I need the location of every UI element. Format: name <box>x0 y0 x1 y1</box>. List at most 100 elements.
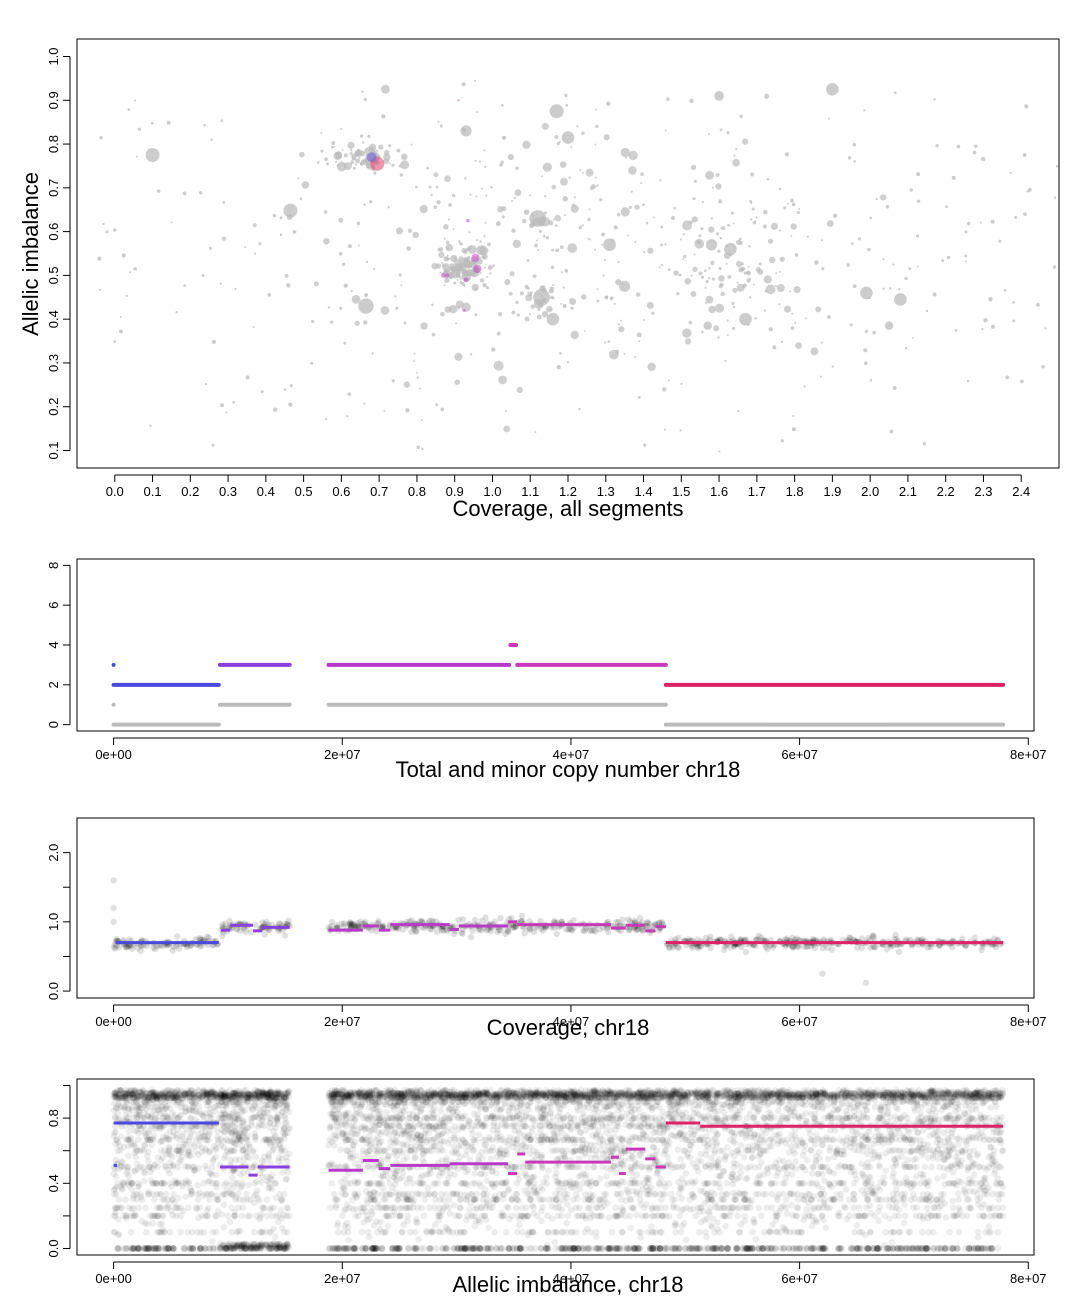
data-point <box>724 359 727 363</box>
baf-point <box>153 1204 161 1212</box>
data-point <box>511 228 516 233</box>
data-point <box>732 222 735 225</box>
y-tick-label: 0 <box>46 721 61 728</box>
baf-point <box>144 1112 151 1119</box>
coverage-point <box>137 947 144 955</box>
coverage-point <box>349 921 356 928</box>
data-point <box>324 417 328 421</box>
data-point <box>803 385 806 388</box>
data-point <box>713 325 720 332</box>
data-point <box>234 287 237 290</box>
data-point <box>219 403 224 408</box>
baf-point <box>205 1091 213 1098</box>
data-point <box>412 231 419 239</box>
data-point <box>320 131 323 135</box>
baf-point <box>149 1165 157 1172</box>
baf-point <box>150 1092 158 1100</box>
coverage-point <box>526 918 533 925</box>
coverage-point <box>226 917 233 925</box>
baf-point <box>149 1212 157 1220</box>
coverage-point <box>347 919 355 926</box>
data-point <box>467 255 471 260</box>
baf-point <box>116 1087 124 1094</box>
baf-point <box>143 1153 151 1160</box>
baf-point <box>131 1127 138 1134</box>
coverage-point <box>658 920 665 927</box>
baf-point <box>203 1207 211 1214</box>
baf-point <box>132 1098 140 1106</box>
data-point <box>534 431 537 434</box>
baf-point <box>133 1089 140 1096</box>
baf-point <box>191 1163 198 1171</box>
baf-point <box>166 1159 174 1166</box>
data-point <box>118 329 123 334</box>
baf-point <box>112 1156 120 1164</box>
data-point <box>1044 327 1047 330</box>
data-point-large <box>705 239 718 251</box>
baf-point <box>144 1096 151 1104</box>
baf-point <box>157 1089 164 1097</box>
baf-point <box>261 1153 268 1160</box>
coverage-point <box>259 919 266 926</box>
data-point <box>330 145 334 149</box>
data-point <box>400 160 410 170</box>
coverage-point <box>263 918 270 926</box>
data-point <box>288 402 293 407</box>
baf-point <box>118 1158 125 1165</box>
baf-point <box>159 1196 166 1203</box>
data-point <box>768 327 773 332</box>
coverage-point <box>411 926 418 933</box>
data-point <box>449 263 452 267</box>
baf-point <box>128 1094 135 1102</box>
data-point <box>476 245 487 256</box>
baf-point <box>472 1205 479 1213</box>
data-point <box>663 428 667 431</box>
data-point <box>792 414 795 417</box>
baf-point <box>138 1217 146 1225</box>
baf-point <box>203 1212 211 1220</box>
coverage-point <box>537 925 545 932</box>
baf-point <box>168 1109 176 1117</box>
baf-point <box>170 1094 177 1102</box>
coverage-point <box>124 943 132 950</box>
data-point <box>541 122 549 130</box>
baf-point <box>206 1147 213 1155</box>
baf-point <box>213 1093 221 1100</box>
coverage-point <box>702 934 710 942</box>
data-point <box>690 291 697 297</box>
data-point <box>704 302 708 305</box>
baf-point <box>208 1163 216 1171</box>
baf-point <box>167 1089 175 1097</box>
segment-point <box>462 309 466 312</box>
data-point <box>774 284 777 288</box>
baf-point <box>199 1094 206 1101</box>
baf-point <box>166 1143 173 1151</box>
baf-point <box>178 1122 185 1130</box>
coverage-point <box>633 926 641 933</box>
coverage-point <box>417 918 424 925</box>
data-point <box>676 291 680 296</box>
data-point <box>175 310 178 314</box>
baf-point <box>213 1212 220 1220</box>
baf-point <box>184 1091 192 1099</box>
coverage-point <box>742 948 750 956</box>
data-point <box>325 162 330 166</box>
data-point-large <box>561 131 575 144</box>
baf-point <box>162 1093 169 1100</box>
baf-point <box>191 1167 198 1174</box>
data-point <box>486 275 489 278</box>
baf-point <box>154 1212 161 1220</box>
data-point <box>448 275 452 279</box>
copynumber-frame <box>76 558 1035 732</box>
data-point <box>941 259 945 263</box>
coverage-point <box>346 921 353 928</box>
baf-point <box>194 1087 202 1094</box>
data-point <box>736 283 745 292</box>
data-point <box>260 390 264 394</box>
data-point <box>787 202 790 205</box>
data-point <box>443 256 449 262</box>
data-point <box>129 271 132 274</box>
baf-point <box>198 1133 206 1141</box>
baf-point <box>512 1204 520 1212</box>
data-point <box>849 323 853 327</box>
